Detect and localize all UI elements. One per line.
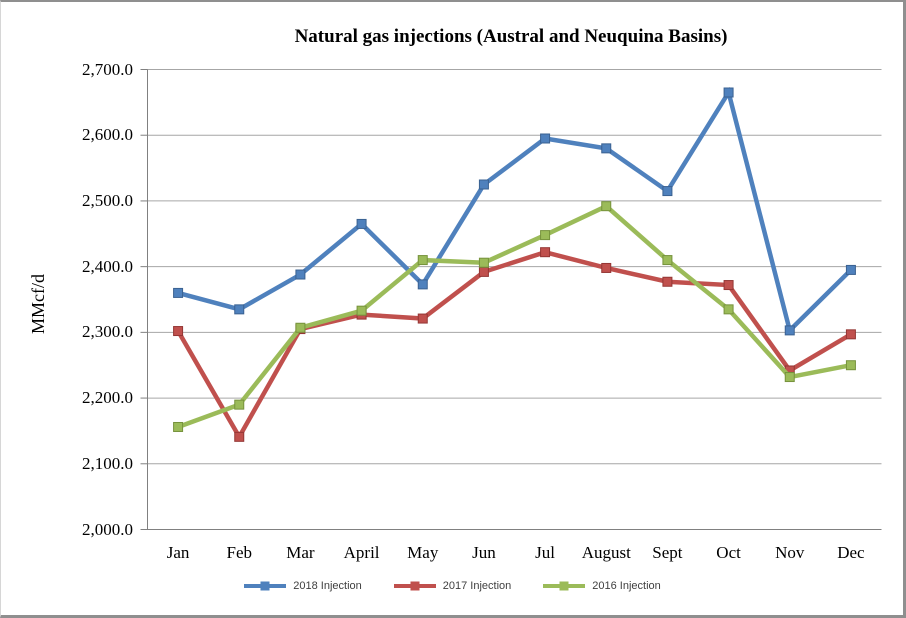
y-tick-label: 2,500.0 xyxy=(82,190,133,210)
y-tick-label: 2,100.0 xyxy=(82,453,133,473)
data-point-marker-2016-injection xyxy=(601,201,612,212)
series-line-2016-injection xyxy=(177,203,852,430)
data-point-marker-2016-injection xyxy=(723,304,734,315)
chart-title: Natural gas injections (Austral and Neuq… xyxy=(294,26,728,47)
data-point-marker-2017-injection xyxy=(540,247,551,258)
data-point-marker-2017-injection xyxy=(478,266,489,277)
x-category-label: August xyxy=(581,543,631,562)
legend-label: 2016 Injection xyxy=(592,580,661,592)
data-point-marker-2017-injection xyxy=(723,280,734,291)
y-tick-label: 2,600.0 xyxy=(82,125,133,145)
data-point-marker-2016-injection xyxy=(417,255,428,266)
data-point-marker-2018-injection xyxy=(356,218,367,229)
x-category-label: Jan xyxy=(166,543,190,562)
data-point-marker-2018-injection xyxy=(417,279,428,290)
data-point-marker-2018-injection xyxy=(845,264,856,275)
data-point-marker-2017-injection xyxy=(845,329,856,340)
x-category-label: Oct xyxy=(716,543,741,562)
data-point-marker-2016-injection xyxy=(540,230,551,241)
y-tick-label: 2,200.0 xyxy=(82,388,133,408)
data-point-marker-2017-injection xyxy=(417,313,428,324)
data-point-marker-2018-injection xyxy=(723,87,734,98)
data-point-marker-2018-injection xyxy=(173,287,184,298)
legend-label: 2017 Injection xyxy=(442,580,512,592)
series-line-2018-injection xyxy=(177,86,853,335)
data-point-marker-2016-injection xyxy=(662,255,673,266)
y-tick-label: 2,400.0 xyxy=(82,256,133,276)
legend-item-2018-injection: 2018 Injection xyxy=(244,580,362,592)
data-point-marker-2016-injection xyxy=(234,399,245,410)
data-point-marker-2018-injection xyxy=(234,304,245,315)
data-point-marker-2018-injection xyxy=(540,133,551,144)
data-point-marker-2018-injection xyxy=(601,143,612,154)
legend: 2018 Injection 2017 Injection 2016 Injec… xyxy=(1,580,903,592)
data-point-marker-2016-injection xyxy=(173,421,184,432)
data-point-marker-2016-injection xyxy=(478,257,489,268)
x-category-label: Sept xyxy=(652,543,683,562)
data-point-marker-2017-injection xyxy=(601,262,612,273)
series-line-2017-injection xyxy=(176,249,853,442)
data-point-marker-2016-injection xyxy=(845,360,856,371)
x-category-label: Jun xyxy=(472,543,496,562)
data-point-marker-2018-injection xyxy=(784,325,795,336)
data-point-marker-2016-injection xyxy=(784,372,795,383)
data-point-marker-2018-injection xyxy=(478,179,489,190)
x-category-label: Dec xyxy=(837,543,865,562)
y-tick-label: 2,000.0 xyxy=(82,519,133,539)
data-point-marker-2017-injection xyxy=(662,276,673,287)
y-tick-label: 2,300.0 xyxy=(82,322,133,342)
x-category-label: April xyxy=(343,543,380,562)
data-point-marker-2018-injection xyxy=(295,269,306,280)
x-category-label: May xyxy=(407,543,439,562)
x-category-label: Nov xyxy=(775,543,805,562)
legend-swatch-2016-icon xyxy=(543,584,586,588)
data-point-marker-2017-injection xyxy=(234,431,245,442)
legend-label: 2018 Injection xyxy=(293,580,362,592)
data-point-marker-2018-injection xyxy=(662,186,673,197)
legend-swatch-2018-icon xyxy=(244,584,287,588)
x-category-label: Jul xyxy=(535,543,555,562)
data-point-marker-2016-injection xyxy=(295,322,306,333)
y-tick-label: 2,700.0 xyxy=(82,59,133,79)
legend-swatch-2017-icon xyxy=(393,584,436,588)
data-point-marker-2016-injection xyxy=(356,305,367,316)
x-category-label: Feb xyxy=(226,543,253,562)
legend-item-2017-injection: 2017 Injection xyxy=(393,580,512,592)
data-point-marker-2017-injection xyxy=(173,326,184,337)
x-category-label: Mar xyxy=(286,543,315,562)
legend-item-2016-injection: 2016 Injection xyxy=(543,580,661,592)
